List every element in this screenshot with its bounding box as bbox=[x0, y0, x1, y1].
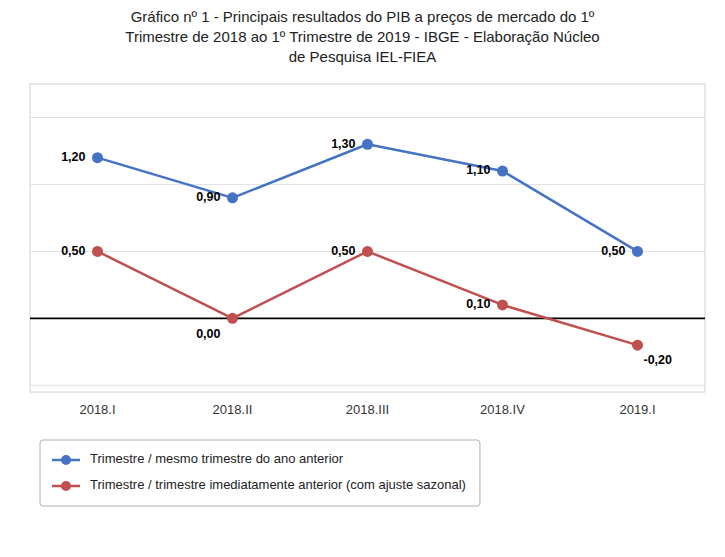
data-label: 0,90 bbox=[196, 190, 220, 204]
marker bbox=[632, 246, 643, 257]
marker bbox=[92, 246, 103, 257]
series-line bbox=[98, 251, 638, 345]
plot-area bbox=[92, 139, 643, 351]
data-label: 1,30 bbox=[331, 137, 355, 151]
legend-marker bbox=[61, 455, 71, 465]
plot-frame bbox=[30, 84, 705, 392]
chart: Gráfico nº 1 - Principais resultados do … bbox=[0, 0, 725, 557]
data-label: 0,50 bbox=[331, 244, 355, 258]
title-line: Trimestre de 2018 ao 1º Trimestre de 201… bbox=[125, 28, 599, 45]
grid-line bbox=[30, 184, 705, 185]
marker bbox=[227, 192, 238, 203]
marker bbox=[632, 340, 643, 351]
data-label: 1,20 bbox=[61, 150, 85, 164]
x-tick-label: 2018.II bbox=[213, 402, 253, 417]
marker bbox=[497, 166, 508, 177]
x-tick-label: 2019.I bbox=[619, 402, 655, 417]
title-line: de Pesquisa IEL-FIEA bbox=[289, 48, 437, 65]
marker bbox=[92, 152, 103, 163]
legend-label: Trimestre / trimestre imediatamente ante… bbox=[90, 477, 466, 492]
grid-line bbox=[30, 385, 705, 386]
zero-line bbox=[30, 318, 705, 320]
legend: Trimestre / mesmo trimestre do ano anter… bbox=[40, 440, 480, 506]
marker bbox=[362, 246, 373, 257]
data-label: -0,20 bbox=[644, 353, 673, 367]
series-line bbox=[98, 144, 638, 251]
x-tick-label: 2018.III bbox=[346, 402, 389, 417]
title-line: Gráfico nº 1 - Principais resultados do … bbox=[131, 8, 595, 25]
x-tick-label: 2018.I bbox=[79, 402, 115, 417]
marker bbox=[227, 313, 238, 324]
grid-line bbox=[30, 117, 705, 118]
legend-label: Trimestre / mesmo trimestre do ano anter… bbox=[90, 451, 344, 466]
data-label: 0,50 bbox=[601, 244, 625, 258]
marker bbox=[362, 139, 373, 150]
marker bbox=[497, 299, 508, 310]
data-label: 0,50 bbox=[61, 244, 85, 258]
legend-marker bbox=[61, 481, 71, 491]
data-label: 0,10 bbox=[466, 297, 490, 311]
data-label: 1,10 bbox=[466, 163, 490, 177]
x-tick-label: 2018.IV bbox=[480, 402, 525, 417]
title: Gráfico nº 1 - Principais resultados do … bbox=[125, 8, 599, 65]
legend-box bbox=[40, 440, 480, 506]
data-label: 0,00 bbox=[196, 327, 220, 341]
